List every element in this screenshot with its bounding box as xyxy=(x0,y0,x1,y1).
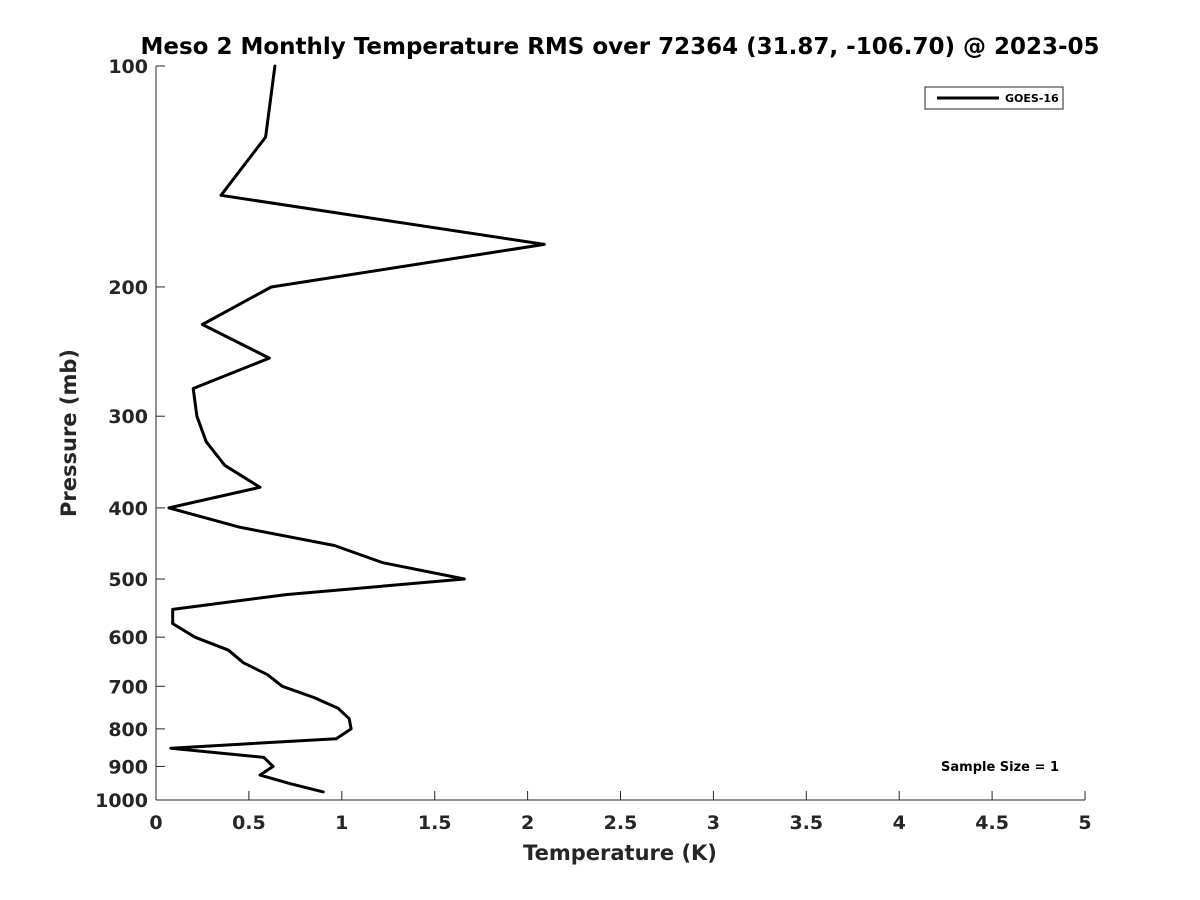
x-tick-label: 3 xyxy=(707,812,720,834)
y-tick-label: 700 xyxy=(108,676,148,698)
x-tick-label: 4 xyxy=(893,812,906,834)
y-tick-label: 500 xyxy=(108,569,148,591)
chart-title: Meso 2 Monthly Temperature RMS over 7236… xyxy=(140,34,1099,60)
x-tick-label: 2.5 xyxy=(604,812,638,834)
sample-size-annotation: Sample Size = 1 xyxy=(941,760,1059,775)
y-tick-label: 200 xyxy=(108,277,148,299)
y-tick-label: 900 xyxy=(108,756,148,778)
x-axis-ticks: 0 0.5 1 1.5 2 2.5 3 3.5 4 4.5 5 xyxy=(149,791,1092,834)
series-line-goes-16 xyxy=(167,64,546,794)
y-axis-ticks: 100 200 300 400 500 600 700 800 900 1000 xyxy=(95,56,165,812)
legend: GOES-16 xyxy=(924,86,1064,110)
x-tick-label: 0.5 xyxy=(232,812,266,834)
x-axis-label: Temperature (K) xyxy=(523,841,717,865)
x-tick-label: 5 xyxy=(1078,812,1091,834)
y-tick-label: 100 xyxy=(108,56,148,78)
y-tick-label: 1000 xyxy=(95,790,148,812)
x-tick-label: 0 xyxy=(149,812,162,834)
y-tick-label: 300 xyxy=(108,406,148,428)
x-tick-label: 1.5 xyxy=(418,812,452,834)
y-tick-label: 800 xyxy=(108,719,148,741)
series-layer xyxy=(167,64,546,794)
legend-label-goes-16: GOES-16 xyxy=(1005,92,1059,105)
x-tick-label: 2 xyxy=(521,812,534,834)
y-tick-label: 600 xyxy=(108,627,148,649)
y-tick-label: 400 xyxy=(108,498,148,520)
x-tick-label: 4.5 xyxy=(975,812,1009,834)
x-tick-label: 1 xyxy=(335,812,348,834)
x-tick-label: 3.5 xyxy=(789,812,823,834)
y-axis-label: Pressure (mb) xyxy=(57,349,81,517)
